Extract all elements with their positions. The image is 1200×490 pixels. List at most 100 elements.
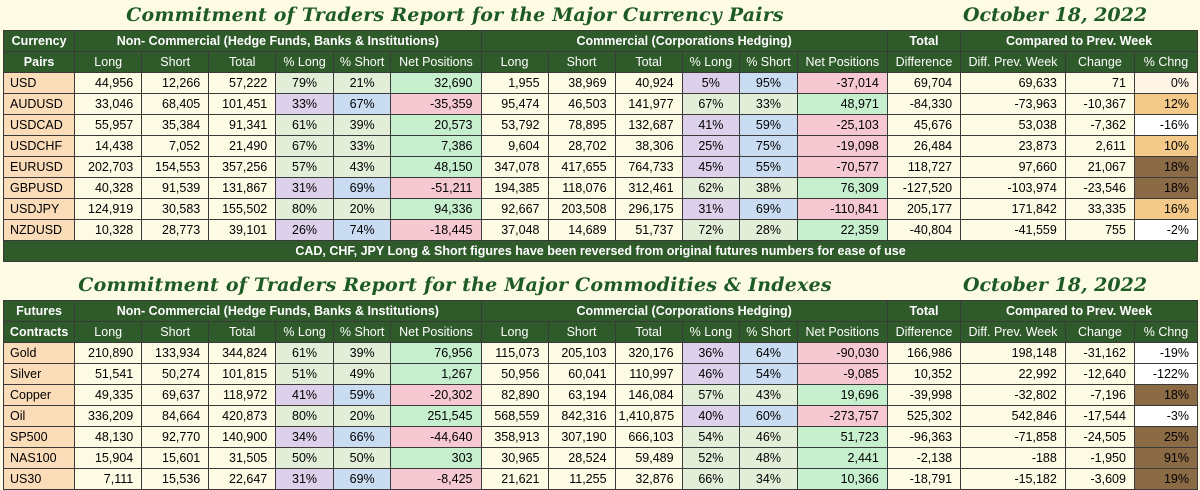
cell-c-long: 9,604 <box>480 135 549 157</box>
col-header-nc-long: Long <box>74 321 143 343</box>
cell-nc-long: 15,904 <box>74 447 143 469</box>
cell-nc-short: 7,052 <box>141 135 210 157</box>
cell-nc-pl: 33% <box>275 93 334 115</box>
cell-total-diff: 205,177 <box>886 198 962 220</box>
cell-nc-long: 336,209 <box>74 405 143 427</box>
cell-pct: -122% <box>1133 363 1199 385</box>
cell-nc-short: 50,274 <box>141 363 210 385</box>
cell-nc-net: 251,545 <box>390 405 482 427</box>
cell-pct: 18% <box>1133 177 1199 199</box>
col-header-commercial: Commercial (Corporations Hedging) <box>480 300 888 322</box>
cell-c-short: 14,689 <box>547 219 616 241</box>
cell-nc-ps: 39% <box>332 114 392 136</box>
cell-c-long: 194,385 <box>480 177 549 199</box>
cell-c-total: 40,924 <box>614 72 683 94</box>
cell-c-pl: 72% <box>681 219 741 241</box>
cell-nc-ps: 66% <box>332 426 392 448</box>
cell-c-total: 1,410,875 <box>614 405 683 427</box>
cell-pct: -3% <box>1133 405 1199 427</box>
cell-nc-total: 155,502 <box>208 198 277 220</box>
cell-nc-long: 44,956 <box>74 72 143 94</box>
cell-nc-short: 154,553 <box>141 156 210 178</box>
futures-report-date: October 18, 2022 <box>962 274 1148 296</box>
cell-total-diff: 45,676 <box>886 114 962 136</box>
currency-table: Currency Non- Commercial (Hedge Funds, B… <box>2 30 1199 262</box>
cell-diff-prev: 97,660 <box>960 156 1066 178</box>
cell-c-long: 21,621 <box>480 468 549 490</box>
col-header-c-pct-short: % Short <box>739 321 798 343</box>
cell-c-pl: 54% <box>681 426 741 448</box>
cell-c-pl: 67% <box>681 93 741 115</box>
cell-nc-long: 10,328 <box>74 219 143 241</box>
cell-diff-prev: 198,148 <box>960 342 1066 364</box>
cell-nc-long: 210,890 <box>74 342 143 364</box>
col-header-c-long: Long <box>480 321 549 343</box>
currency-title-row: Commitment of Traders Report for the Maj… <box>0 0 1200 30</box>
table-row: USDCHF 14,438 7,052 21,490 67% 33% 7,386 9,604 2… <box>2 135 1199 157</box>
cell-nc-ps: 20% <box>332 198 392 220</box>
cell-diff-prev: -71,858 <box>960 426 1066 448</box>
currency-report-title: Commitment of Traders Report for the Maj… <box>126 4 784 26</box>
col-header-c-short: Short <box>547 51 616 73</box>
cell-nc-pl: 61% <box>275 342 334 364</box>
cell-nc-total: 101,815 <box>208 363 277 385</box>
cell-c-net: 2,441 <box>796 447 888 469</box>
cell-diff-prev: -41,559 <box>960 219 1066 241</box>
cell-c-pl: 25% <box>681 135 741 157</box>
cell-c-total: 51,737 <box>614 219 683 241</box>
col-header-nc-pct-short: % Short <box>332 51 392 73</box>
col-header-total: Total <box>886 30 962 52</box>
cell-c-net: -70,577 <box>796 156 888 178</box>
cell-c-pl: 57% <box>681 384 741 406</box>
cell-diff-prev: 542,846 <box>960 405 1066 427</box>
cell-nc-short: 91,539 <box>141 177 210 199</box>
cell-c-ps: 69% <box>739 198 798 220</box>
cell-nc-total: 22,647 <box>208 468 277 490</box>
cell-c-ps: 38% <box>739 177 798 199</box>
cell-c-long: 568,559 <box>480 405 549 427</box>
col-header-total: Total <box>886 300 962 322</box>
col-header-diff-prev: Diff. Prev. Week <box>960 51 1066 73</box>
table-row: USDCAD 55,957 35,384 91,341 61% 39% 20,573 53,7… <box>2 114 1199 136</box>
cell-change: -12,640 <box>1064 363 1135 385</box>
row-label: Silver <box>2 363 76 385</box>
cell-nc-pl: 31% <box>275 177 334 199</box>
cell-total-diff: 10,352 <box>886 363 962 385</box>
col-header-nc-short: Short <box>141 321 210 343</box>
cell-nc-short: 28,773 <box>141 219 210 241</box>
cell-change: -17,544 <box>1064 405 1135 427</box>
row-label: Copper <box>2 384 76 406</box>
cell-total-diff: 166,986 <box>886 342 962 364</box>
cell-c-total: 312,461 <box>614 177 683 199</box>
cell-c-ps: 75% <box>739 135 798 157</box>
currency-footnote: CAD, CHF, JPY Long & Short figures have … <box>3 240 1198 262</box>
col-header-diff-prev: Diff. Prev. Week <box>960 321 1066 343</box>
cell-nc-short: 15,536 <box>141 468 210 490</box>
cell-nc-total: 39,101 <box>208 219 277 241</box>
cell-c-short: 417,655 <box>547 156 616 178</box>
col-header-nc-net: Net Positions <box>390 321 482 343</box>
cell-nc-total: 140,900 <box>208 426 277 448</box>
col-header-c-total: Total <box>614 51 683 73</box>
table-row: Silver 51,541 50,274 101,815 51% 49% 1,267 50,9… <box>2 363 1199 385</box>
cell-change: -31,162 <box>1064 342 1135 364</box>
col-header-nc-total: Total <box>208 51 277 73</box>
cell-nc-ps: 43% <box>332 156 392 178</box>
col-header-commercial: Commercial (Corporations Hedging) <box>480 30 888 52</box>
cell-nc-long: 48,130 <box>74 426 143 448</box>
cell-c-ps: 95% <box>739 72 798 94</box>
cell-nc-pl: 61% <box>275 114 334 136</box>
cell-nc-long: 40,328 <box>74 177 143 199</box>
cell-nc-pl: 67% <box>275 135 334 157</box>
cell-total-diff: -84,330 <box>886 93 962 115</box>
cell-nc-ps: 39% <box>332 342 392 364</box>
cell-nc-pl: 80% <box>275 198 334 220</box>
cell-nc-net: 94,336 <box>390 198 482 220</box>
cell-pct: 18% <box>1133 384 1199 406</box>
cell-total-diff: -2,138 <box>886 447 962 469</box>
row-label: Gold <box>2 342 76 364</box>
row-label: AUDUSD <box>2 93 76 115</box>
cell-nc-pl: 79% <box>275 72 334 94</box>
cell-change: -10,367 <box>1064 93 1135 115</box>
cell-nc-net: 48,150 <box>390 156 482 178</box>
